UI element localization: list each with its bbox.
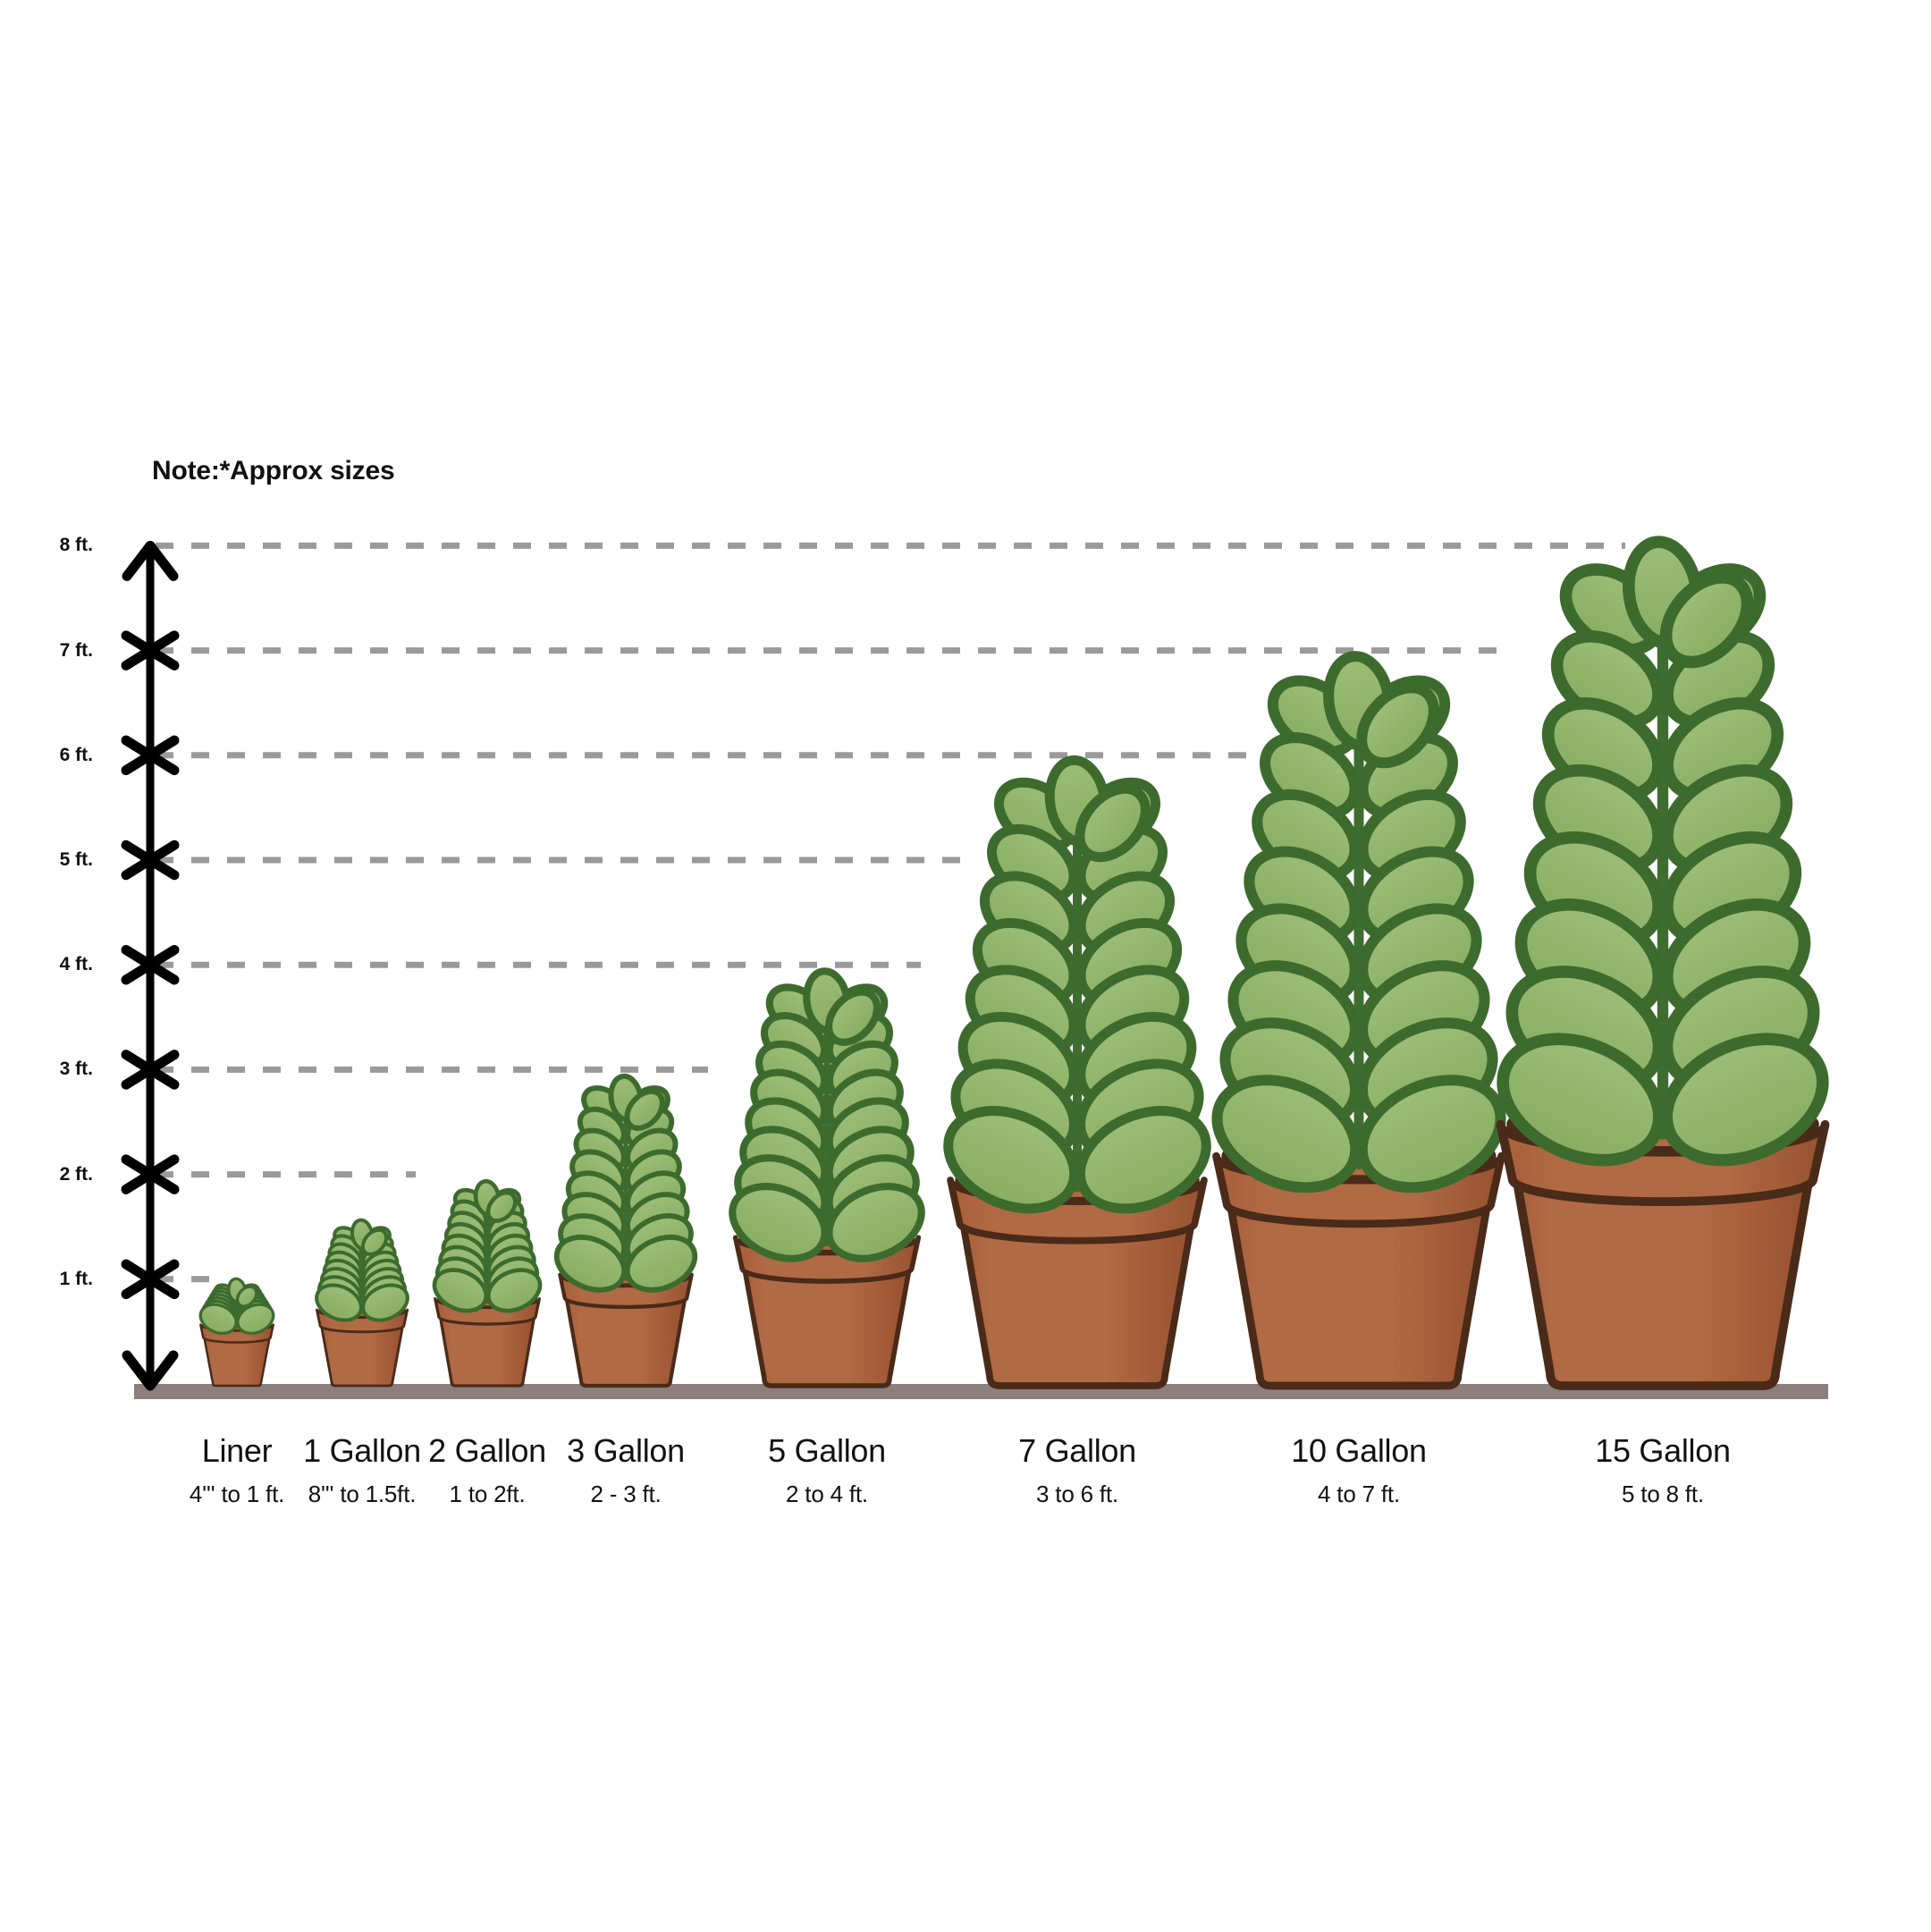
tick-stroke — [121, 1259, 180, 1300]
category-label-5-gallon: 5 Gallon 2 to 4 ft. — [768, 1432, 886, 1508]
plant-group-7-gallon — [943, 755, 1211, 1389]
axis-tick-4ft — [121, 944, 180, 985]
pot-body — [202, 1334, 272, 1388]
leaf — [486, 1268, 543, 1313]
pot-body — [438, 1312, 536, 1388]
category-label-3-gallon: 3 Gallon 2 - 3 ft. — [567, 1432, 685, 1508]
leaf — [361, 1283, 409, 1322]
category-size-range: 2 - 3 ft. — [590, 1481, 662, 1508]
leaf — [315, 1283, 363, 1322]
plant-group-3-gallon — [553, 1073, 698, 1388]
y-axis — [121, 540, 180, 1391]
plant-group-1-gallon — [315, 1218, 409, 1388]
pot-body — [741, 1261, 913, 1388]
plant-group-5-gallon — [729, 967, 925, 1388]
pot-body — [1225, 1193, 1493, 1390]
tick-stroke — [121, 630, 180, 671]
category-size-range: 1 to 2ft. — [449, 1481, 526, 1508]
leaf — [1211, 1075, 1362, 1194]
y-axis-arrow-bottom — [122, 1350, 179, 1391]
category-label-2-gallon: 2 Gallon 1 to 2ft. — [428, 1432, 546, 1508]
y-tick-label-4ft: 4 ft. — [59, 954, 93, 975]
category-size-range: 4 to 7 ft. — [1318, 1481, 1400, 1508]
category-name: Liner — [201, 1432, 273, 1469]
leaf — [485, 1190, 518, 1223]
y-tick-label-3ft: 3 ft. — [59, 1059, 93, 1080]
category-size-range: 8''' to 1.5ft. — [308, 1481, 417, 1508]
category-label-liner: Liner 4''' to 1 ft. — [189, 1432, 285, 1508]
y-tick-label-7ft: 7 ft. — [59, 639, 93, 661]
y-axis-arrow-top — [122, 540, 179, 581]
leaf — [235, 1285, 258, 1308]
leaf — [943, 1106, 1080, 1214]
leaf — [1660, 1033, 1829, 1167]
y-tick-label-2ft: 2 ft. — [59, 1163, 93, 1185]
tick-stroke — [121, 1050, 180, 1090]
guide-lines — [156, 542, 1625, 1283]
leaf — [1356, 682, 1439, 769]
y-tick-label-5ft: 5 ft. — [59, 849, 93, 870]
plant-group-liner — [198, 1277, 275, 1388]
leaf — [825, 1183, 925, 1262]
pot-body — [958, 1213, 1196, 1389]
y-tick-label-8ft: 8 ft. — [59, 535, 93, 556]
axis-tick-5ft — [121, 839, 180, 881]
axis-tick-3ft — [121, 1050, 180, 1090]
leaf — [624, 1088, 665, 1131]
category-size-range: 4''' to 1 ft. — [189, 1481, 285, 1508]
plant-group-10-gallon — [1211, 651, 1506, 1390]
leaf — [553, 1234, 628, 1293]
pot-body — [1511, 1167, 1815, 1390]
category-name: 10 Gallon — [1291, 1432, 1427, 1469]
y-tick-label-1ft: 1 ft. — [59, 1268, 93, 1289]
category-name: 2 Gallon — [428, 1432, 546, 1469]
leaf — [1075, 783, 1151, 863]
leaf — [1075, 1106, 1211, 1214]
category-name: 15 Gallon — [1595, 1432, 1731, 1469]
y-tick-label-6ft: 6 ft. — [59, 744, 93, 765]
category-label-1-gallon: 1 Gallon 8''' to 1.5ft. — [303, 1432, 421, 1508]
pot-body — [563, 1292, 688, 1388]
category-label-7-gallon: 7 Gallon 3 to 6 ft. — [1018, 1432, 1136, 1508]
plant-group-2-gallon — [432, 1178, 543, 1388]
category-label-10-gallon: 10 Gallon 4 to 7 ft. — [1291, 1432, 1427, 1508]
leaf — [432, 1268, 488, 1313]
axis-tick-7ft — [121, 630, 180, 671]
leaf — [624, 1234, 698, 1293]
category-name: 5 Gallon — [768, 1432, 886, 1469]
tick-stroke — [121, 944, 180, 985]
category-name: 7 Gallon — [1018, 1432, 1136, 1469]
leaf — [360, 1228, 388, 1256]
category-label-15-gallon: 15 Gallon 5 to 8 ft. — [1595, 1432, 1731, 1508]
approx-sizes-note: Note:*Approx sizes — [152, 456, 395, 485]
leaf — [236, 1303, 275, 1335]
leaf — [824, 988, 881, 1046]
category-name: 1 Gallon — [303, 1432, 421, 1469]
leaf — [1356, 1075, 1506, 1194]
plant-group-15-gallon — [1496, 536, 1830, 1390]
pot-body — [319, 1321, 405, 1388]
category-size-range: 3 to 6 ft. — [1036, 1481, 1118, 1508]
axis-tick-2ft — [121, 1154, 180, 1194]
tick-stroke — [121, 839, 180, 881]
tick-stroke — [121, 735, 180, 776]
axis-tick-1ft — [121, 1259, 180, 1300]
leaf — [729, 1183, 829, 1262]
leaf — [198, 1303, 238, 1335]
tick-stroke — [121, 1154, 180, 1194]
category-name: 3 Gallon — [567, 1432, 685, 1469]
leaf — [1497, 1033, 1665, 1167]
axis-tick-6ft — [121, 735, 180, 776]
leaf — [1659, 571, 1754, 669]
category-size-range: 5 to 8 ft. — [1622, 1481, 1704, 1508]
category-size-range: 2 to 4 ft. — [786, 1481, 868, 1508]
